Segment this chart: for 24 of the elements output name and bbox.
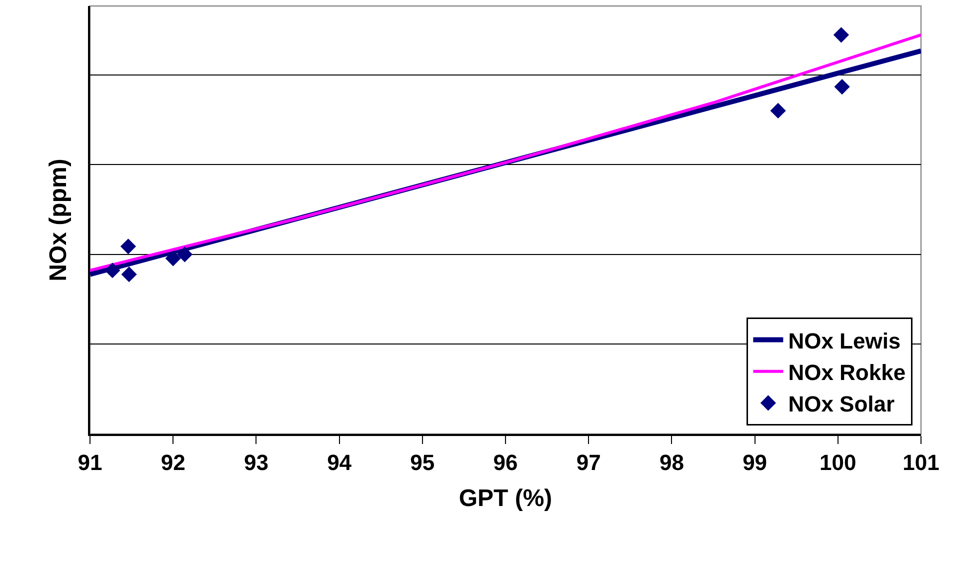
x-tick-label: 97 bbox=[576, 450, 601, 476]
x-tick-label: 100 bbox=[820, 450, 856, 476]
point bbox=[176, 246, 193, 262]
x-tick-label: 99 bbox=[742, 450, 768, 476]
x-tick-label: 93 bbox=[244, 450, 268, 476]
x-tick-label: 91 bbox=[78, 450, 102, 476]
point bbox=[121, 266, 137, 282]
x-tick-label: 98 bbox=[659, 450, 684, 476]
point bbox=[833, 27, 850, 43]
x-axis-title: GPT (%) bbox=[458, 484, 552, 512]
x-tick-label: 96 bbox=[493, 450, 518, 476]
legend-label: NOx Lewis bbox=[788, 328, 901, 354]
point bbox=[770, 102, 786, 119]
point bbox=[834, 78, 850, 95]
legend-label: NOx Solar bbox=[788, 392, 895, 417]
y-axis-title: NOx (ppm) bbox=[44, 158, 72, 282]
x-tick-label: 95 bbox=[410, 450, 435, 476]
x-tick-label: 101 bbox=[902, 450, 940, 476]
point bbox=[120, 238, 136, 254]
point bbox=[165, 250, 181, 266]
x-tick-label: 92 bbox=[160, 450, 186, 476]
point bbox=[104, 262, 120, 278]
x-tick-label: 94 bbox=[327, 450, 352, 476]
legend-label: NOx Rokke bbox=[788, 360, 906, 385]
